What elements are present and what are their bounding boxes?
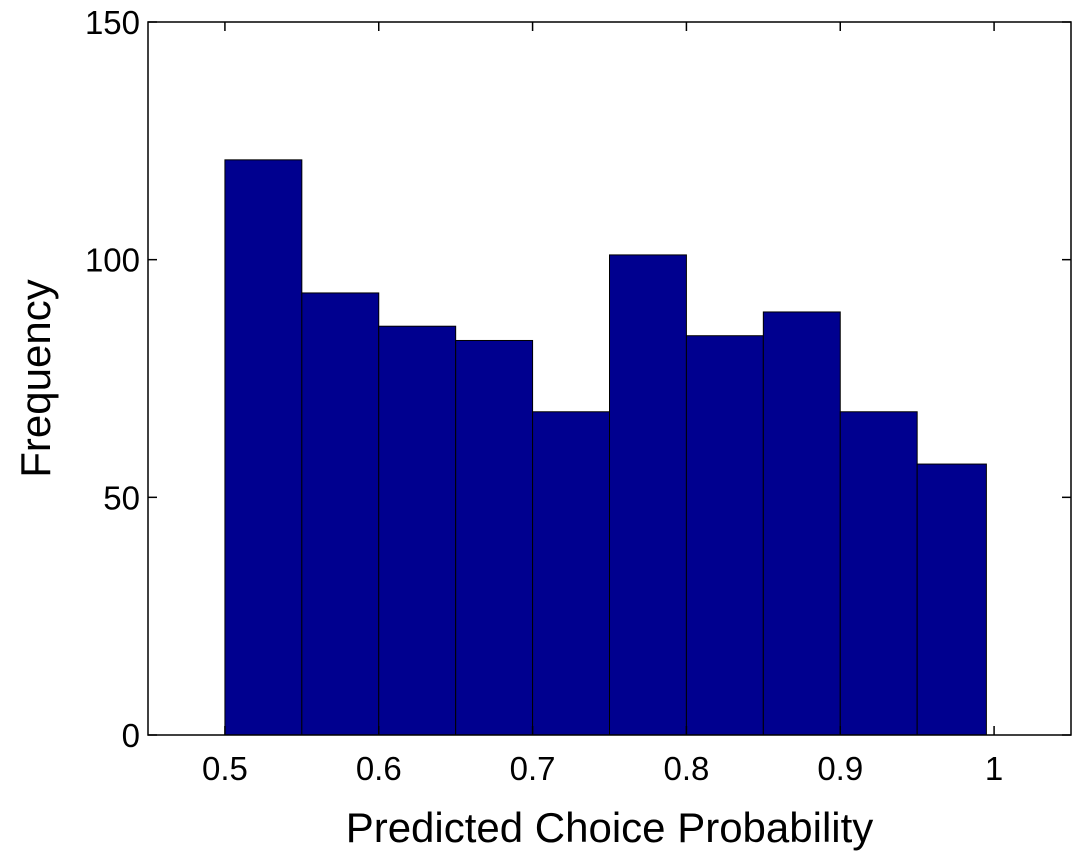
histogram-bar [685, 335, 764, 736]
histogram-bar [532, 411, 610, 736]
x-tick-label: 1 [985, 750, 1003, 787]
x-tick-label: 0.6 [356, 750, 402, 787]
x-tick-label: 0.7 [510, 750, 556, 787]
y-tick-label: 0 [122, 717, 140, 754]
histogram-bar [762, 311, 841, 736]
y-tick-label: 150 [85, 4, 140, 41]
histogram-bar [224, 159, 303, 736]
histogram-bar [916, 463, 987, 736]
x-axis-label: Predicted Choice Probability [346, 804, 874, 851]
histogram-bar [301, 292, 380, 736]
x-tick-label: 0.5 [202, 750, 248, 787]
histogram-bar [455, 339, 534, 736]
histogram-bar [839, 411, 918, 736]
x-tick-label: 0.9 [817, 750, 863, 787]
histogram-bar [378, 325, 457, 736]
plot-frame [147, 21, 1072, 736]
histogram-bar [609, 254, 687, 736]
y-axis-label: Frequency [12, 279, 59, 477]
ticks-layer: 0.5 0.6 0.7 0.8 0.9 1 0 50 100 150 [85, 4, 1071, 787]
y-tick-label: 50 [103, 479, 140, 516]
x-tick-label: 0.8 [663, 750, 709, 787]
bars-layer [224, 159, 987, 736]
y-tick-label: 100 [85, 242, 140, 279]
